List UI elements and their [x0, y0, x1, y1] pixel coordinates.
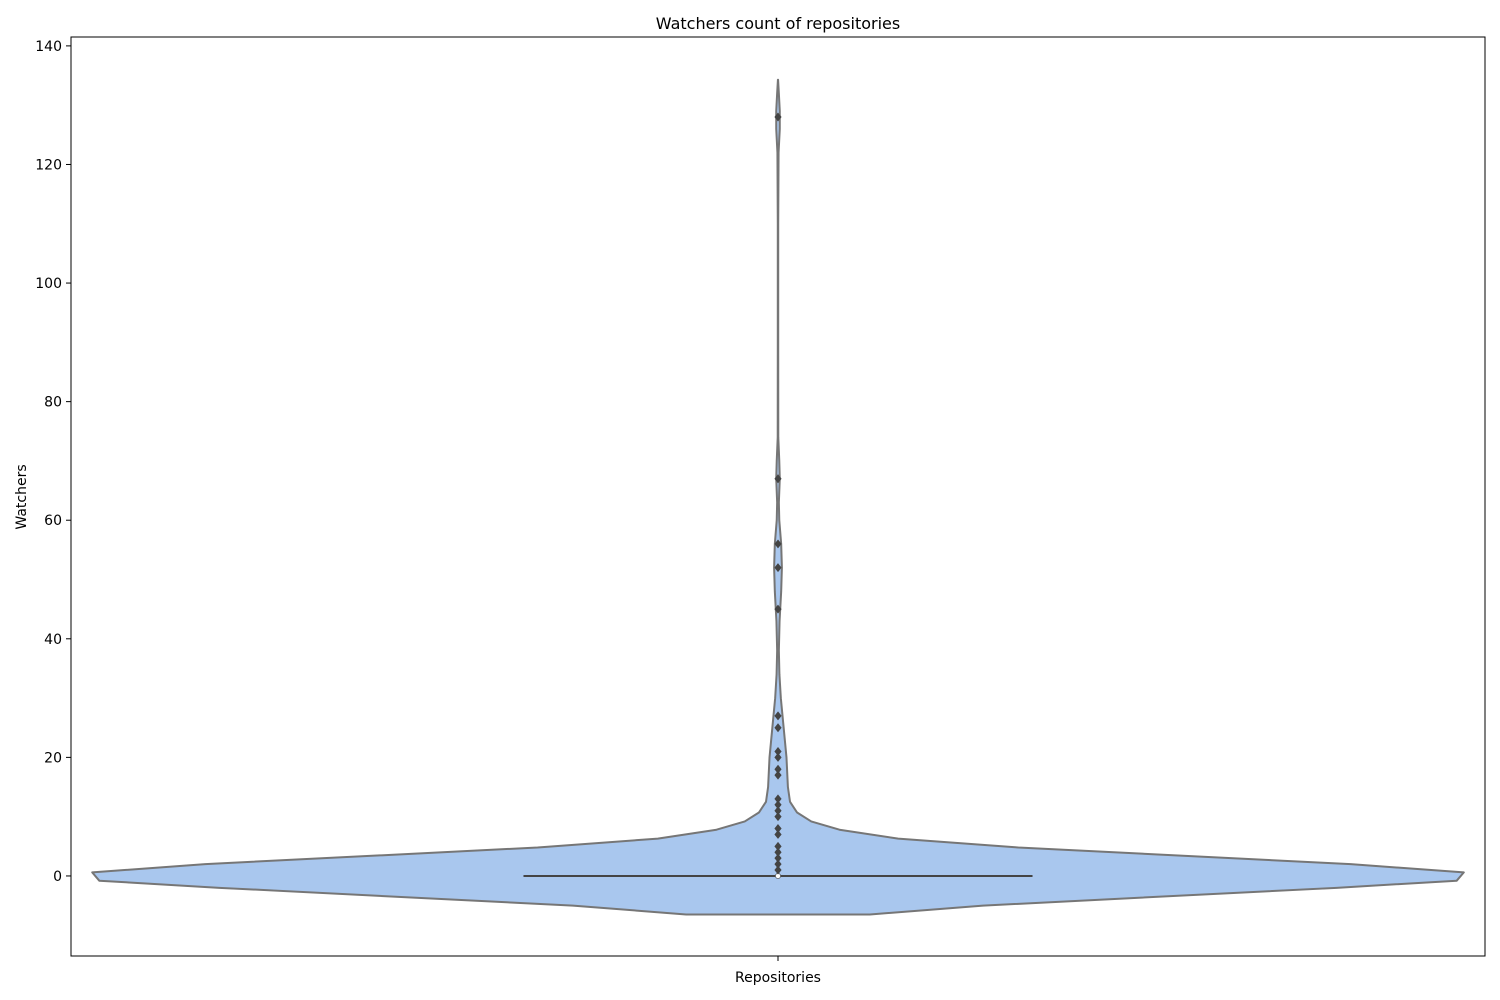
- outlier-point: [774, 865, 782, 875]
- chart-title: Watchers count of repositories: [656, 14, 900, 33]
- y-tick-label: 0: [53, 869, 62, 885]
- outlier-point: [774, 711, 782, 721]
- outlier-point: [774, 853, 782, 863]
- outlier-point: [774, 841, 782, 851]
- y-tick-label: 80: [44, 395, 62, 411]
- outlier-layer: [774, 112, 782, 875]
- y-axis-label: Watchers: [14, 464, 30, 529]
- y-tick-label: 20: [44, 750, 62, 766]
- violin-layer: [91, 78, 1465, 916]
- outlier-point: [774, 859, 782, 869]
- y-tick-label: 140: [35, 39, 62, 55]
- outlier-point: [774, 800, 782, 810]
- outlier-point: [774, 752, 782, 762]
- outlier-point: [774, 746, 782, 756]
- outlier-point: [774, 539, 782, 549]
- y-tick-label: 40: [44, 632, 62, 648]
- y-axis: 0 20 40 60 80 100 120 140: [35, 39, 71, 885]
- violin-body: [91, 78, 1465, 916]
- outlier-point: [774, 806, 782, 816]
- outlier-point: [774, 604, 782, 614]
- outlier-point: [774, 824, 782, 834]
- outlier-point: [774, 847, 782, 857]
- outlier-point: [774, 112, 782, 122]
- y-tick-label: 120: [35, 157, 62, 173]
- y-tick-label: 60: [44, 513, 62, 529]
- outlier-point: [774, 794, 782, 804]
- outlier-point: [774, 764, 782, 774]
- outlier-point: [774, 829, 782, 839]
- x-axis: Repositories: [735, 956, 821, 986]
- outlier-point: [774, 770, 782, 780]
- x-tick-label: Repositories: [735, 970, 821, 986]
- y-tick-label: 100: [35, 276, 62, 292]
- outlier-point: [774, 563, 782, 573]
- outlier-point: [774, 723, 782, 733]
- outlier-point: [774, 812, 782, 822]
- outlier-point: [774, 474, 782, 484]
